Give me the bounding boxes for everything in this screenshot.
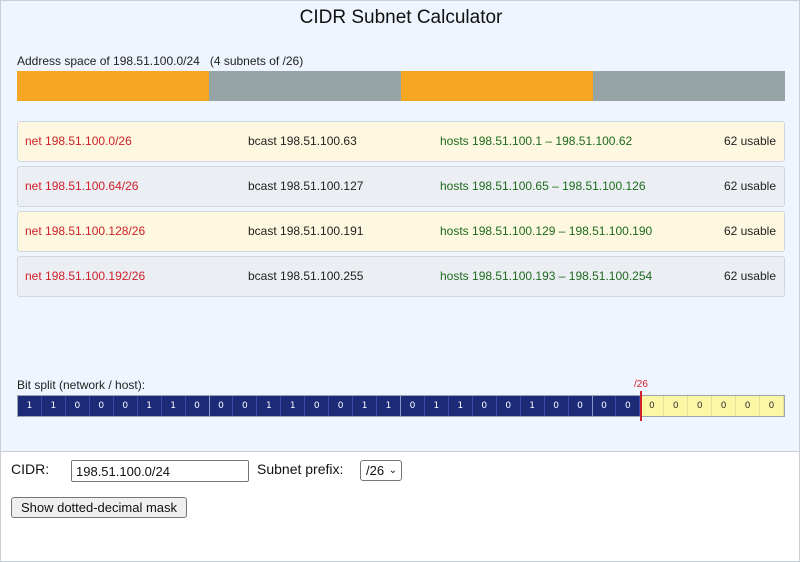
address-space-segment bbox=[17, 71, 209, 101]
network-bit: 0 bbox=[544, 396, 569, 416]
network-bit: 0 bbox=[89, 396, 114, 416]
address-space-label: Address space of 198.51.100.0/24 (4 subn… bbox=[17, 54, 303, 68]
subnet-usable-count: 62 usable bbox=[723, 134, 776, 148]
network-bit: 0 bbox=[496, 396, 521, 416]
network-bit: 0 bbox=[233, 396, 258, 416]
address-space-segment bbox=[401, 71, 593, 101]
address-space-bar bbox=[17, 71, 785, 101]
cidr-input[interactable] bbox=[71, 460, 249, 482]
network-bit: 0 bbox=[185, 396, 210, 416]
subnet-usable-count: 62 usable bbox=[723, 269, 776, 283]
host-bit: 0 bbox=[712, 396, 737, 416]
subnet-broadcast: bcast 198.51.100.127 bbox=[248, 179, 364, 193]
show-mask-button[interactable]: Show dotted-decimal mask bbox=[11, 497, 187, 518]
host-bit: 0 bbox=[664, 396, 689, 416]
host-bit: 0 bbox=[688, 396, 713, 416]
network-bit: 1 bbox=[281, 396, 306, 416]
address-space-segment bbox=[209, 71, 401, 101]
prefix-boundary-line bbox=[640, 391, 642, 421]
network-bit: 1 bbox=[161, 396, 186, 416]
network-bit: 1 bbox=[520, 396, 545, 416]
network-bit: 0 bbox=[65, 396, 90, 416]
subnet-prefix-value: /26 bbox=[366, 463, 385, 478]
address-space-segment bbox=[593, 71, 785, 101]
network-bit: 0 bbox=[329, 396, 354, 416]
subnet-list: net 198.51.100.0/26 bcast 198.51.100.63 … bbox=[17, 121, 785, 301]
network-bit: 0 bbox=[592, 396, 617, 416]
subnet-host-range: hosts 198.51.100.65 – 198.51.100.126 bbox=[440, 179, 646, 193]
subnet-network: net 198.51.100.64/26 bbox=[25, 179, 139, 193]
subnet-network: net 198.51.100.0/26 bbox=[25, 134, 132, 148]
network-bit: 1 bbox=[41, 396, 66, 416]
subnet-prefix-select[interactable]: /26 ⌄ bbox=[360, 460, 402, 481]
subnet-row: net 198.51.100.0/26 bcast 198.51.100.63 … bbox=[17, 121, 785, 162]
subnet-prefix-label: Subnet prefix: bbox=[257, 461, 344, 477]
subnet-broadcast: bcast 198.51.100.255 bbox=[248, 269, 364, 283]
subnet-network: net 198.51.100.128/26 bbox=[25, 224, 146, 238]
subnet-row: net 198.51.100.192/26 bcast 198.51.100.2… bbox=[17, 256, 785, 297]
network-bit: 1 bbox=[18, 396, 42, 416]
network-bit: 1 bbox=[257, 396, 282, 416]
cidr-label: CIDR: bbox=[11, 461, 50, 477]
prefix-marker-label: /26 bbox=[634, 379, 648, 390]
subnet-network: net 198.51.100.192/26 bbox=[25, 269, 146, 283]
results-panel: CIDR Subnet Calculator Address space of … bbox=[0, 0, 800, 451]
page-title: CIDR Subnet Calculator bbox=[299, 7, 503, 28]
subnet-row: net 198.51.100.128/26 bcast 198.51.100.1… bbox=[17, 211, 785, 252]
host-bit: 0 bbox=[736, 396, 761, 416]
chevron-down-icon: ⌄ bbox=[388, 465, 397, 476]
host-bit: 0 bbox=[760, 396, 784, 416]
subnet-host-range: hosts 198.51.100.129 – 198.51.100.190 bbox=[440, 224, 653, 238]
network-bit: 0 bbox=[113, 396, 138, 416]
network-bit: 0 bbox=[209, 396, 234, 416]
address-space-text: Address space of 198.51.100.0/24 bbox=[17, 54, 200, 68]
subnet-usable-count: 62 usable bbox=[723, 224, 776, 238]
network-bit: 0 bbox=[472, 396, 497, 416]
network-bit: 0 bbox=[305, 396, 330, 416]
subnet-host-range: hosts 198.51.100.193 – 198.51.100.254 bbox=[440, 269, 653, 283]
subnet-usable-count: 62 usable bbox=[723, 179, 776, 193]
network-bit: 0 bbox=[568, 396, 593, 416]
network-bit: 1 bbox=[448, 396, 473, 416]
controls-panel: CIDR: Subnet prefix: /26 ⌄ Show dotted-d… bbox=[0, 451, 800, 562]
host-bit: 0 bbox=[640, 396, 665, 416]
network-bit: 0 bbox=[616, 396, 641, 416]
network-bit: 0 bbox=[401, 396, 425, 416]
network-bit: 1 bbox=[137, 396, 162, 416]
subnet-broadcast: bcast 198.51.100.191 bbox=[248, 224, 364, 238]
subnet-row: net 198.51.100.64/26 bcast 198.51.100.12… bbox=[17, 166, 785, 207]
subnet-count-text: (4 subnets of /26) bbox=[209, 54, 304, 68]
network-bit: 1 bbox=[377, 396, 401, 416]
subnet-broadcast: bcast 198.51.100.63 bbox=[248, 134, 357, 148]
network-bit: 1 bbox=[424, 396, 449, 416]
network-bit: 1 bbox=[353, 396, 378, 416]
subnet-host-range: hosts 198.51.100.1 – 198.51.100.62 bbox=[440, 134, 633, 148]
bit-split-label: Bit split (network / host): bbox=[17, 378, 146, 392]
